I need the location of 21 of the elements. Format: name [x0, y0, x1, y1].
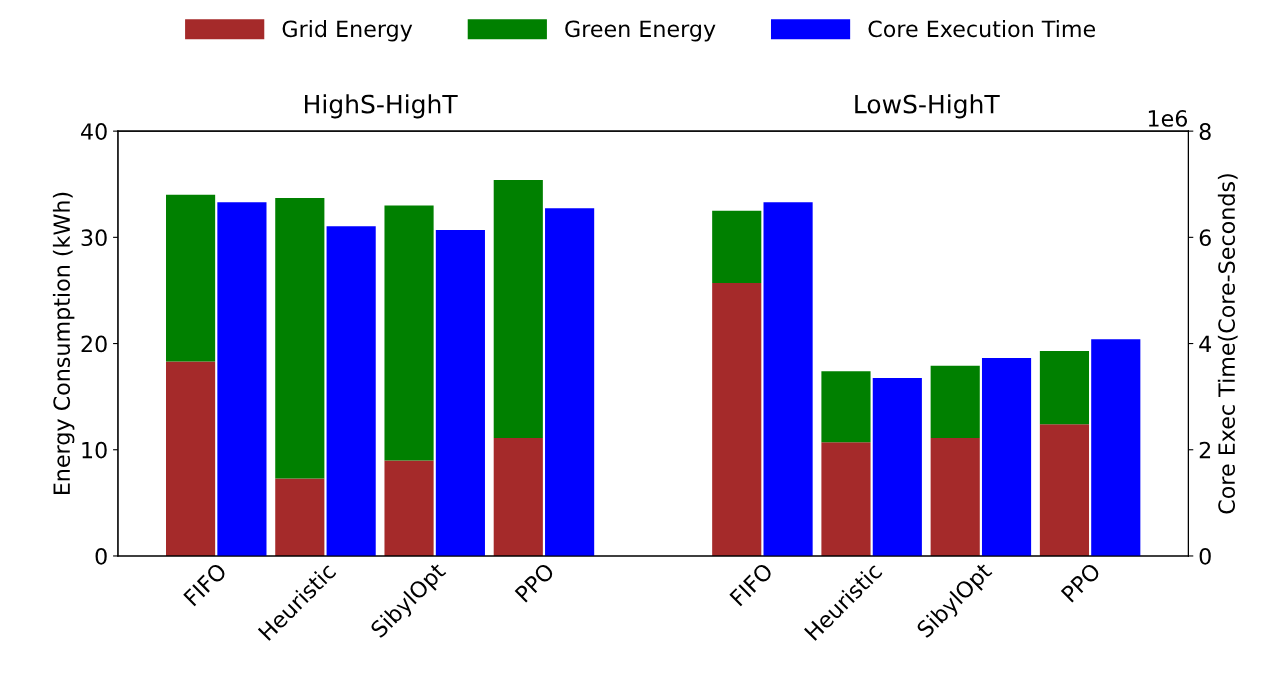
y2-tick-label: 0 [1199, 547, 1211, 565]
legend-label: Green Energy [565, 20, 716, 42]
text: 1e6 [1148, 110, 1188, 127]
legend-label: Core Execution Time [868, 20, 1096, 38]
y2-tick-label: 4 [1199, 335, 1212, 352]
bar [275, 478, 325, 556]
legend-label: Grid Energy [282, 20, 413, 42]
y2-axis-title: Core Exec Time(Core-Seconds) [1217, 174, 1238, 514]
text: HighS-HighT [305, 94, 458, 119]
text: LowS-HighT [855, 94, 1000, 119]
y-tick-label: 30 [81, 229, 107, 247]
y-tick-label: 40 [81, 123, 107, 140]
y2-tick-label: 8 [1199, 123, 1211, 140]
y-tick-label: 0 [95, 547, 107, 565]
y-tick-label: 20 [81, 335, 107, 353]
y-axis-title: Energy Consumption (kWh) [52, 192, 75, 495]
bar [384, 460, 434, 556]
bar [712, 210, 762, 284]
y-tick-label: 10 [82, 441, 107, 459]
y2-tick-label: 2 [1199, 441, 1211, 459]
y2-tick-label: 6 [1199, 229, 1211, 247]
